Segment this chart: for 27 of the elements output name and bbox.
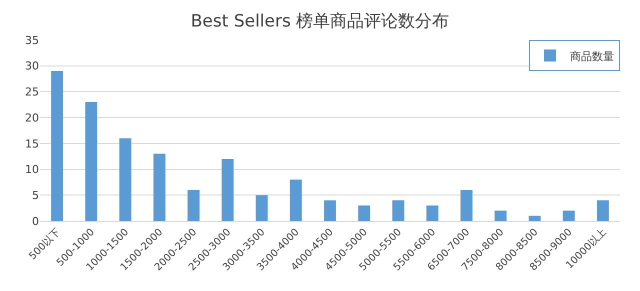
bar [51, 71, 64, 221]
bar [324, 200, 336, 221]
y-tick-label: 10 [25, 163, 39, 176]
legend-label: 商品数量 [570, 50, 614, 63]
chart-title: Best Sellers 榜单商品评论数分布 [190, 11, 450, 32]
bar [494, 210, 507, 221]
bar [188, 190, 200, 221]
bar [392, 200, 404, 221]
bar [562, 210, 575, 221]
bar [85, 102, 98, 221]
bar [596, 200, 609, 221]
bar [222, 158, 234, 221]
y-tick-label: 0 [32, 214, 39, 228]
bar [528, 216, 541, 221]
bar [290, 180, 302, 221]
bar [460, 190, 472, 221]
bar [358, 205, 370, 221]
y-tick-label: 5 [32, 188, 39, 202]
bar [426, 205, 438, 221]
y-tick-label: 30 [25, 60, 39, 73]
bar [119, 138, 132, 221]
y-tick-label: 15 [25, 137, 39, 150]
bar [256, 195, 268, 221]
y-tick-label: 35 [25, 34, 39, 47]
y-tick-label: 25 [25, 86, 39, 99]
y-tick-label: 20 [25, 111, 39, 124]
bar [153, 154, 166, 221]
